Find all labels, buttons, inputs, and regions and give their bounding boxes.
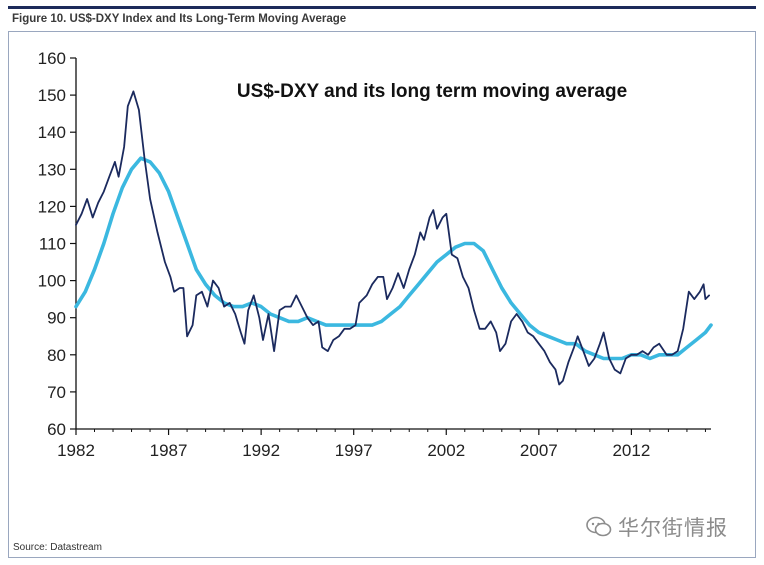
x-tick-label: 1987 — [150, 441, 188, 460]
chart-series-layer — [74, 90, 713, 386]
watermark-text: 华尔街情报 — [618, 516, 728, 540]
y-tick-label: 80 — [47, 346, 66, 365]
moving-average-line — [74, 156, 713, 361]
y-tick-label: 60 — [47, 420, 66, 439]
chart-axes: 60 70 80 90 100 110 120 130 140 150 160 1982 1987 199… — [38, 49, 711, 460]
y-tick-label: 150 — [38, 86, 66, 105]
watermark: 华尔街情报 — [586, 512, 728, 542]
wechat-icon — [586, 516, 612, 537]
figure-title: Figure 10. US$-DXY Index and Its Long-Te… — [12, 13, 347, 25]
chart-title: US$-DXY and its long term moving average — [237, 81, 627, 102]
y-tick-label: 110 — [39, 235, 66, 254]
x-tick-label: 2012 — [612, 441, 650, 460]
source-note: Source: Datastream — [13, 542, 102, 553]
y-tick-label: 130 — [38, 160, 66, 179]
y-tick-label: 140 — [38, 123, 66, 142]
x-tick-label: 1982 — [57, 441, 95, 460]
x-tick-label: 2007 — [520, 441, 558, 460]
dxy-index-line — [75, 90, 710, 386]
y-tick-label: 160 — [38, 49, 66, 68]
x-tick-label: 1992 — [242, 441, 280, 460]
top-rule — [8, 6, 756, 9]
x-tick-label: 2002 — [427, 441, 465, 460]
x-tick-label: 1997 — [335, 441, 373, 460]
y-tick-label: 120 — [38, 197, 66, 216]
chart-panel-frame — [8, 31, 756, 558]
y-tick-label: 70 — [47, 383, 66, 402]
y-tick-label: 90 — [47, 309, 66, 328]
y-tick-label: 100 — [38, 272, 66, 291]
